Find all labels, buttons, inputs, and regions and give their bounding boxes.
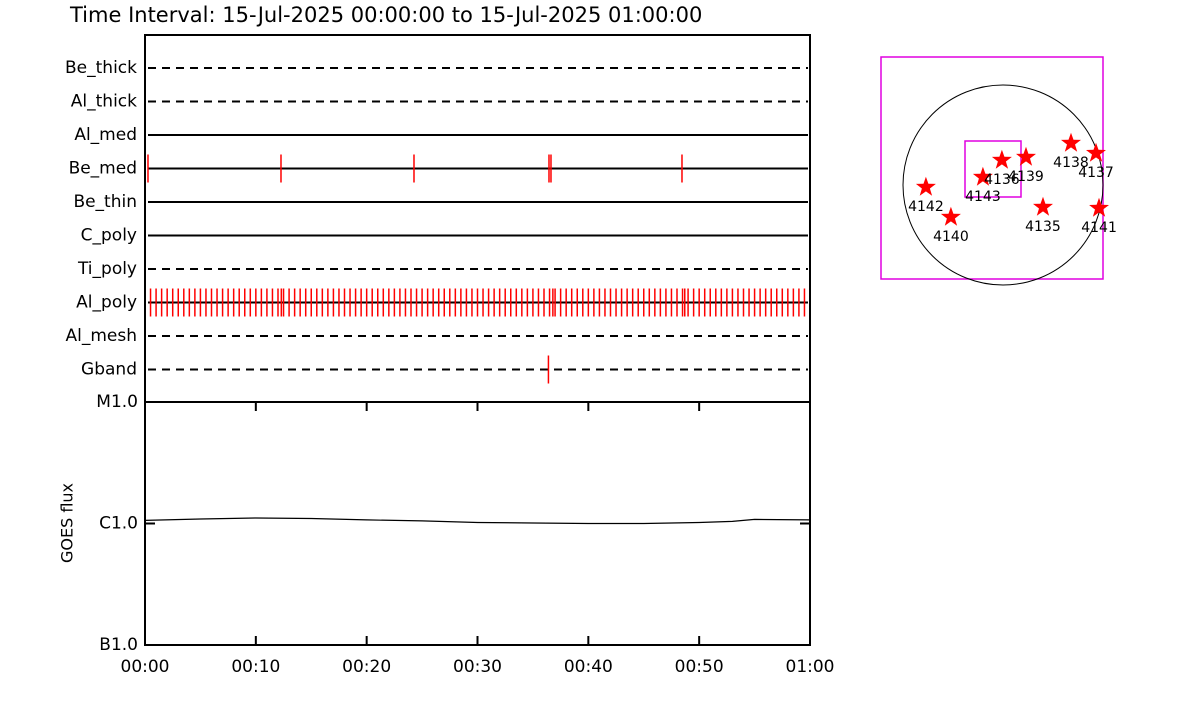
row-label: Be_med: [69, 159, 137, 179]
goes-frame: [144, 401, 811, 646]
x-tick-label: 00:20: [342, 657, 391, 677]
x-tick-label: 00:30: [453, 657, 502, 677]
row-label: Gband: [81, 360, 137, 380]
row-label: Al_med: [74, 125, 137, 145]
y-tick-label: C1.0: [99, 514, 138, 534]
x-tick-label: 00:10: [231, 657, 280, 677]
region-label: 4137: [1078, 165, 1114, 181]
region-star: [1033, 196, 1053, 216]
region-label: 4141: [1081, 220, 1117, 236]
region-star: [940, 206, 961, 226]
row-label: Al_mesh: [65, 326, 137, 346]
row-label: C_poly: [81, 226, 137, 246]
x-tick-label: 00:40: [564, 657, 613, 677]
region-star: [1016, 146, 1036, 166]
map-frame: [880, 56, 1104, 280]
region-star: [991, 149, 1012, 169]
row-label: Al_thick: [71, 92, 137, 112]
chart-title: Time Interval: 15-Jul-2025 00:00:00 to 1…: [69, 3, 702, 27]
x-tick-label: 00:50: [675, 657, 724, 677]
y-tick-label: B1.0: [99, 635, 138, 655]
region-star: [915, 176, 936, 196]
region-label: 4142: [908, 199, 944, 215]
y-tick-label: M1.0: [96, 392, 138, 412]
region-label: 4136: [984, 172, 1020, 188]
region-label: 4140: [933, 229, 969, 245]
row-label: Be_thin: [73, 192, 137, 212]
region-star: [972, 166, 993, 186]
row-label: Be_thick: [65, 58, 137, 78]
region-star: [1061, 132, 1081, 152]
timeline-frame: [144, 34, 811, 403]
solar-disk: [902, 84, 1104, 286]
region-label: 4143: [965, 189, 1001, 205]
goes-line: [144, 517, 811, 525]
row-label: Ti_poly: [77, 259, 137, 279]
x-tick-label: 01:00: [786, 657, 835, 677]
y-axis-label: GOES flux: [58, 483, 77, 563]
region-label: 4135: [1025, 219, 1061, 235]
region-star: [1089, 197, 1109, 217]
region-label: 4138: [1053, 155, 1089, 171]
field-of-view: [964, 140, 1022, 198]
row-label: Al_poly: [76, 293, 137, 313]
region-star: [1086, 142, 1106, 162]
x-tick-label: 00:00: [121, 657, 170, 677]
region-label: 4139: [1008, 169, 1044, 185]
